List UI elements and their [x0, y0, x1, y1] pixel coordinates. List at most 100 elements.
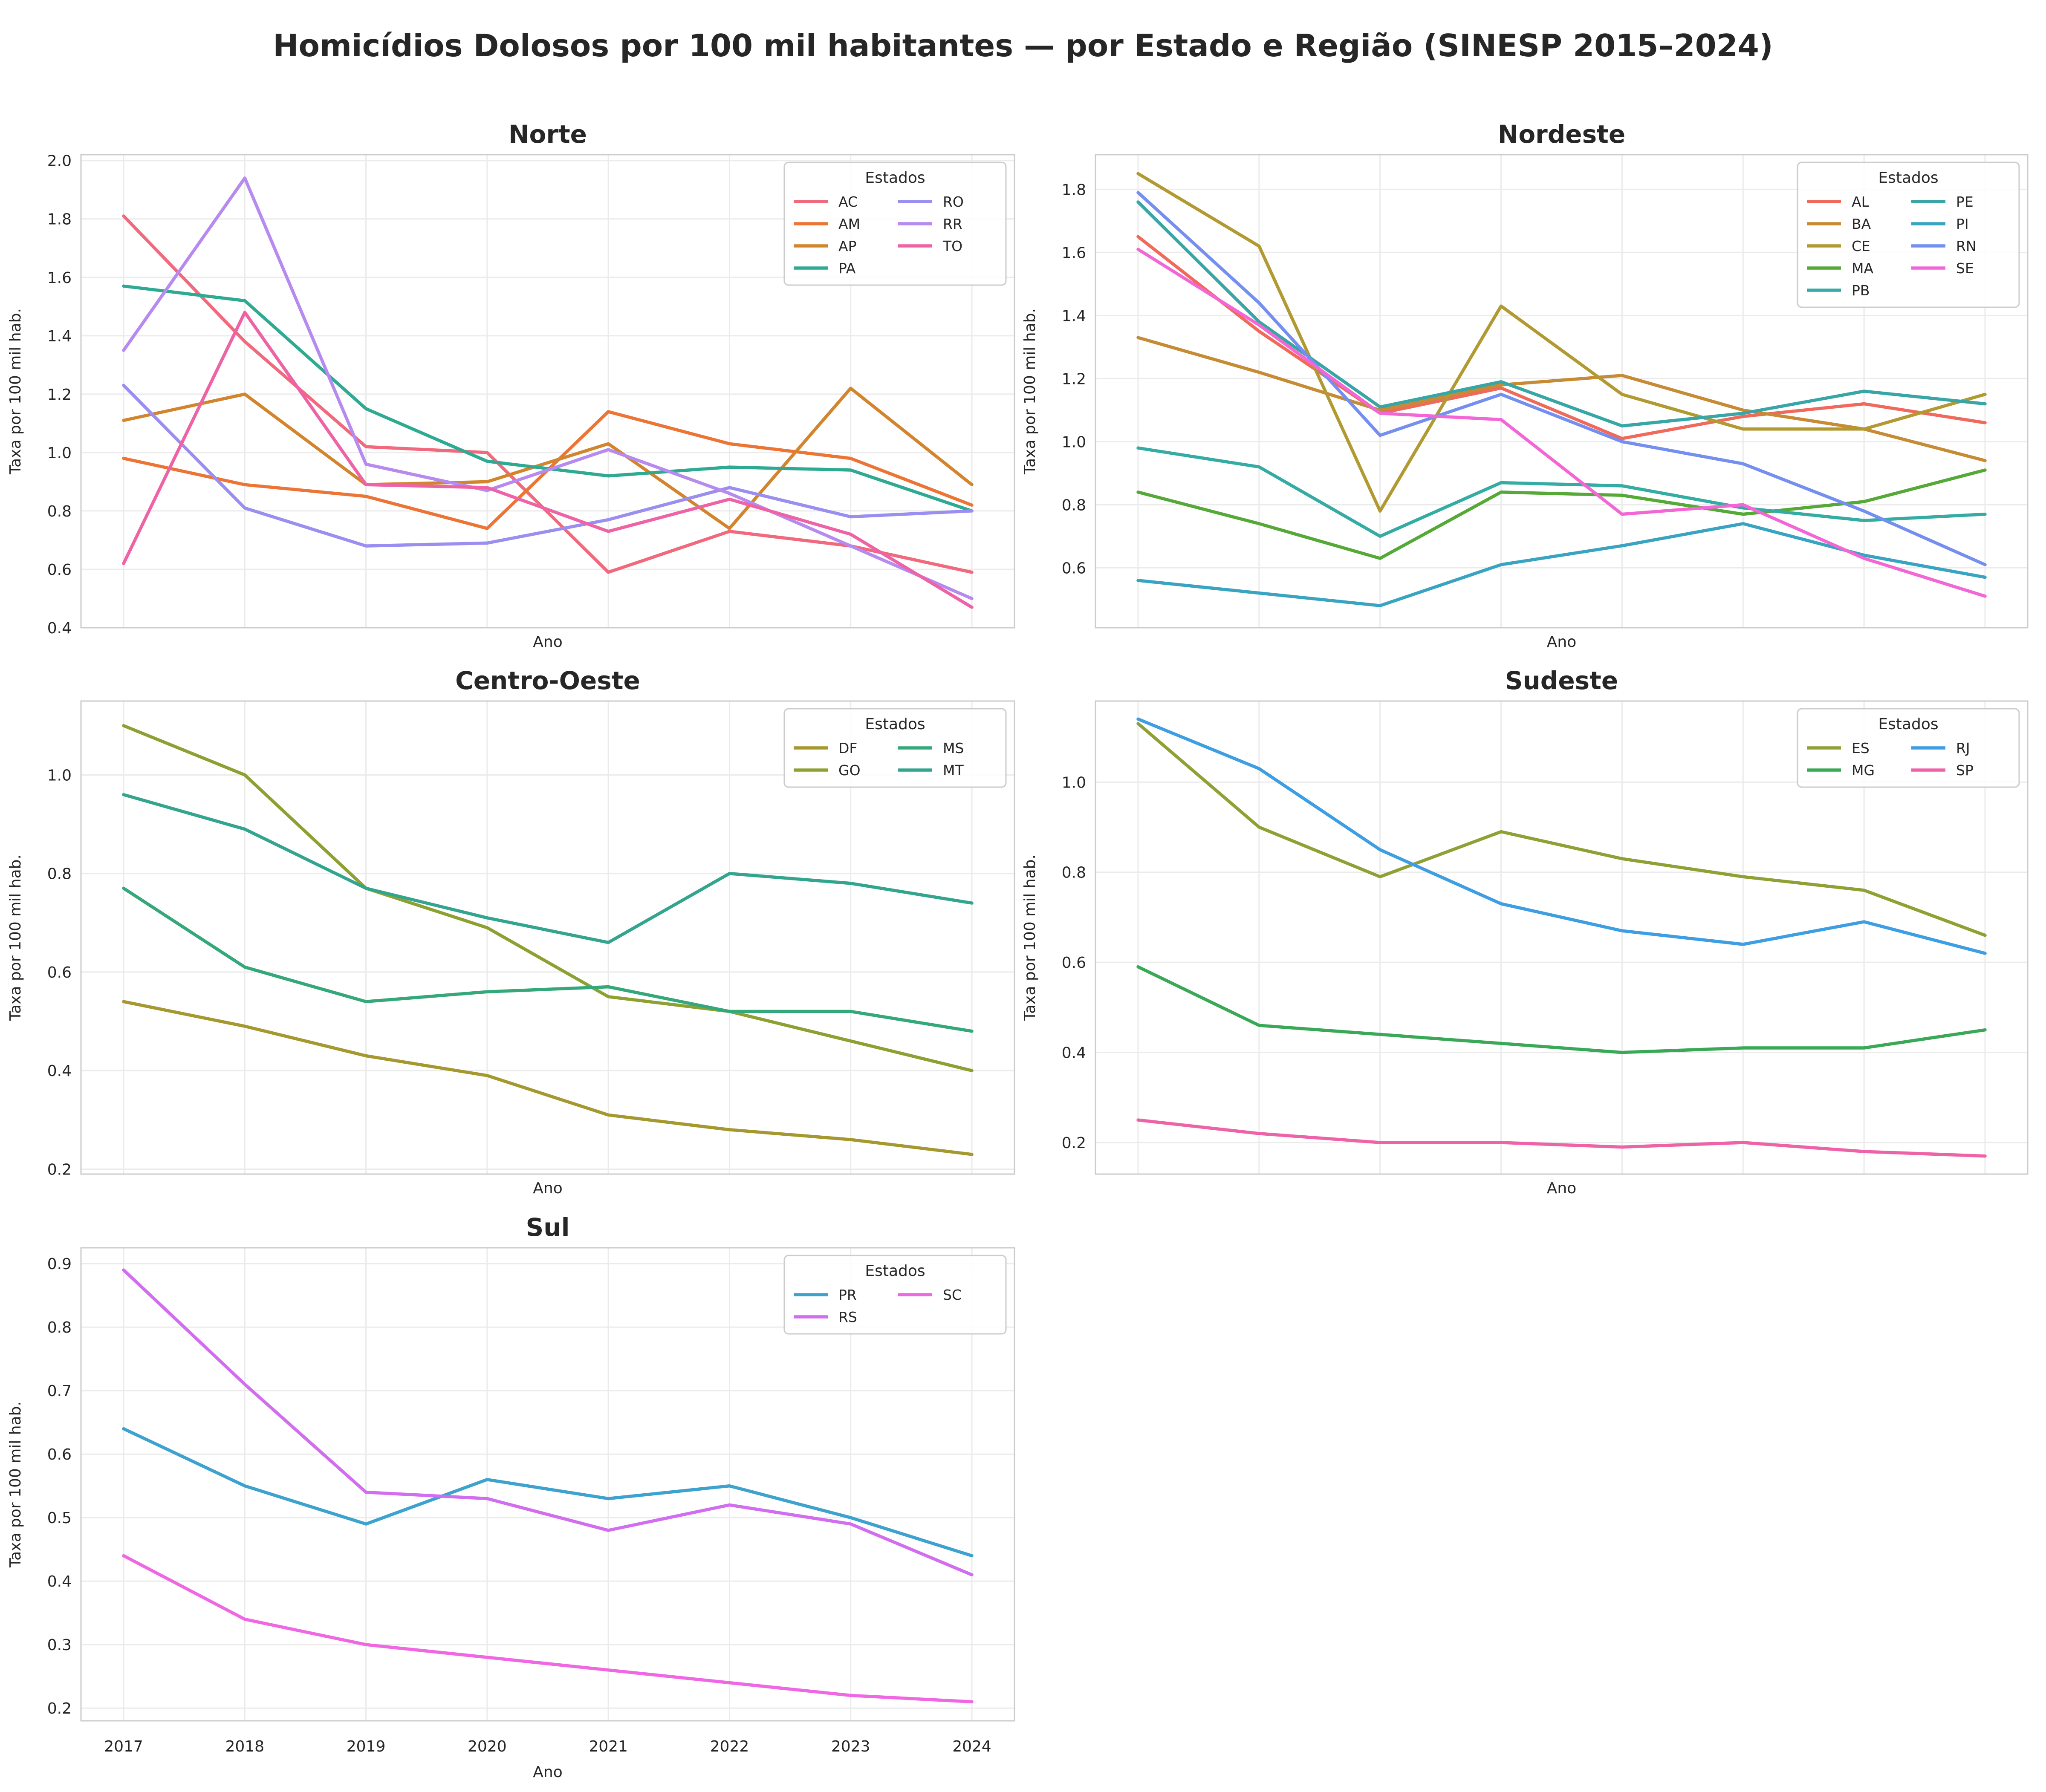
legend-label-to: TO — [942, 238, 962, 254]
y-tick-label: 1.8 — [47, 211, 72, 228]
series-line-ms — [122, 886, 974, 1033]
panel-nordeste: 0.6 0.8 1.0 1.2 1.4 1.6 1.8 Nordeste Ano Taxa por… — [1021, 120, 2029, 651]
y-tick-label: 0.5 — [47, 1509, 72, 1527]
legend: Estados AL BA CE MA PB PE PI RN SE — [1797, 162, 2020, 308]
legend-label-go: GO — [838, 762, 861, 779]
y-tick-label: 0.9 — [47, 1255, 72, 1273]
x-axis-label: Ano — [533, 1763, 562, 1781]
y-tick-label: 0.8 — [47, 1319, 72, 1336]
y-tick-label: 0.6 — [47, 964, 72, 981]
series-line-ac — [122, 214, 974, 574]
legend: Estados PR RS SC — [783, 1255, 1007, 1335]
y-tick-label: 1.6 — [47, 269, 72, 287]
y-axis-label: Taxa por 100 mil hab. — [7, 1401, 24, 1568]
series-line-rj — [1136, 717, 1987, 955]
plot-frame — [80, 1247, 1015, 1722]
legend-label-rs: RS — [838, 1309, 857, 1325]
y-tick-label: 2.0 — [47, 153, 72, 170]
y-tick-label: 1.0 — [1062, 774, 1086, 791]
series-line-rr — [122, 176, 974, 600]
y-tick-label: 0.8 — [1062, 496, 1086, 514]
plot-frame — [80, 154, 1015, 629]
y-tick-label: 0.8 — [1062, 864, 1086, 882]
legend-title: Estados — [1878, 169, 1938, 187]
y-tick-label: 0.2 — [1062, 1134, 1086, 1152]
legend-label-pr: PR — [838, 1287, 857, 1303]
y-axis-label: Taxa por 100 mil hab. — [7, 308, 24, 475]
y-tick-label: 1.8 — [1062, 181, 1086, 199]
series-line-al — [1136, 235, 1987, 440]
series-line-sp — [1136, 1118, 1987, 1158]
y-tick-label: 1.2 — [47, 386, 72, 404]
y-tick-label: 0.4 — [47, 620, 72, 637]
series-line-ro — [122, 384, 974, 548]
legend-label-pi: PI — [1956, 216, 1969, 232]
y-tick-label: 0.4 — [47, 1573, 72, 1590]
legend-box — [783, 162, 1007, 286]
x-tick-label: 2022 — [710, 1738, 749, 1755]
legend-label-ce: CE — [1852, 238, 1870, 254]
y-tick-label: 0.6 — [1062, 954, 1086, 972]
legend-label-ms: MS — [943, 740, 964, 756]
legend-label-al: AL — [1852, 193, 1870, 210]
panel-norte: 0.4 0.6 0.8 1.0 1.2 1.4 1.6 1.8 2.0 Norte Ano Taxa … — [7, 120, 1015, 651]
y-tick-label: 1.4 — [1062, 307, 1086, 325]
panel-title: Centro-Oeste — [455, 666, 640, 695]
figure-title: Homicídios Dolosos por 100 mil habitante… — [273, 28, 1773, 63]
x-axis-label: Ano — [533, 1180, 562, 1197]
legend-label-se: SE — [1956, 260, 1974, 277]
legend-label-mt: MT — [943, 762, 964, 779]
x-axis-label: Ano — [1547, 1180, 1576, 1197]
series-line-mt — [122, 793, 974, 944]
series-line-rs — [122, 1268, 974, 1577]
legend: Estados ES MG RJ SP — [1797, 708, 2020, 788]
y-tick-label: 0.4 — [1062, 1045, 1086, 1062]
legend-label-df: DF — [838, 740, 857, 756]
y-tick-label: 1.0 — [47, 767, 72, 784]
legend-box — [783, 708, 1007, 788]
legend-label-rr: RR — [943, 216, 962, 232]
legend-title: Estados — [865, 1262, 925, 1280]
legend-title: Estados — [865, 716, 925, 733]
legend-box — [783, 1255, 1007, 1335]
y-tick-label: 1.4 — [47, 328, 72, 345]
legend-label-ap: AP — [838, 238, 856, 254]
legend-box — [1797, 162, 2020, 308]
y-tick-label: 0.7 — [47, 1382, 72, 1400]
x-tick-label: 2024 — [952, 1738, 991, 1755]
panel-sul: 0.2 0.3 0.4 0.5 0.6 0.7 0.8 0.9 Sul 2017 2018 2019 2… — [7, 1213, 1015, 1781]
legend-label-ma: MA — [1852, 260, 1873, 277]
legend-label-sc: SC — [943, 1287, 962, 1303]
legend-label-rn: RN — [1956, 238, 1977, 254]
panel-centro-oeste: 0.2 0.4 0.6 0.8 1.0 Centro-Oeste Ano Taxa por 1… — [7, 666, 1015, 1197]
y-tick-label: 1.0 — [1062, 433, 1086, 451]
y-tick-label: 0.3 — [47, 1636, 72, 1654]
series-line-ce — [1136, 172, 1987, 513]
series-line-se — [1136, 248, 1987, 598]
legend-label-pe: PE — [1956, 193, 1974, 210]
legend-label-pb: PB — [1852, 282, 1870, 299]
plot-frame — [80, 700, 1015, 1175]
plot-frame — [1095, 700, 2029, 1175]
series-line-go — [122, 724, 974, 1072]
x-tick-label: 2021 — [589, 1738, 628, 1755]
series-line-pe — [1136, 200, 1987, 428]
y-tick-label: 0.2 — [47, 1161, 72, 1178]
y-tick-label: 0.4 — [47, 1062, 72, 1080]
series-line-es — [1136, 722, 1987, 937]
legend: Estados DF GO MS MT — [783, 708, 1007, 788]
panel-sudeste: 0.2 0.4 0.6 0.8 1.0 Sudeste Ano Taxa por 100 mi… — [1021, 666, 2029, 1197]
x-tick-label: 2019 — [347, 1738, 386, 1755]
y-tick-label: 1.0 — [47, 444, 72, 462]
y-tick-label: 0.8 — [47, 866, 72, 883]
series-line-pr — [122, 1427, 974, 1558]
x-tick-label: 2018 — [225, 1738, 264, 1755]
legend-label-mg: MG — [1852, 762, 1875, 779]
series-line-rn — [1136, 191, 1987, 566]
y-tick-label: 1.2 — [1062, 370, 1086, 388]
panel-title: Sul — [526, 1213, 570, 1242]
series-line-to — [122, 311, 974, 609]
x-tick-label: 2020 — [468, 1738, 507, 1755]
